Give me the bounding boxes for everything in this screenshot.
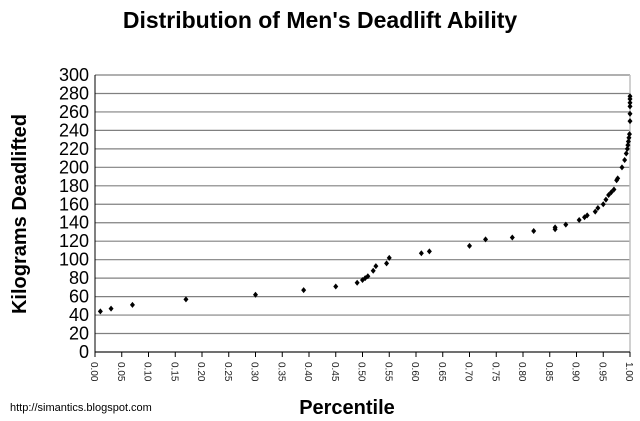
data-point: [627, 118, 633, 125]
data-point: [627, 103, 633, 110]
data-point: [129, 301, 135, 308]
data-point: [627, 110, 633, 117]
data-point: [365, 273, 371, 280]
y-tick-label: 60: [69, 287, 89, 307]
data-point: [370, 267, 376, 274]
data-point: [531, 228, 537, 235]
x-tick-label: 0.65: [436, 362, 447, 382]
data-point: [623, 150, 629, 157]
data-point: [625, 142, 631, 149]
data-point: [619, 164, 625, 171]
y-tick-label: 280: [59, 83, 89, 103]
x-tick-label: 0.25: [222, 362, 233, 382]
x-tick-label: 0.20: [195, 362, 206, 382]
y-tick-label: 80: [69, 268, 89, 288]
y-tick-label: 180: [59, 176, 89, 196]
data-point: [622, 156, 628, 163]
y-tick-label: 40: [69, 305, 89, 325]
data-point: [595, 204, 601, 211]
data-point: [563, 221, 569, 228]
x-tick-label: 0.75: [489, 362, 500, 382]
data-point: [384, 260, 390, 267]
x-tick-label: 0.45: [329, 362, 340, 382]
y-tick-label: 100: [59, 250, 89, 270]
x-tick-label: 0.85: [543, 362, 554, 382]
y-tick-label: 0: [79, 342, 89, 362]
data-point: [600, 201, 606, 208]
x-axis-label: Percentile: [299, 397, 395, 419]
data-point: [483, 236, 489, 243]
data-point: [183, 296, 189, 303]
source-url: http://simantics.blogspot.com: [10, 402, 152, 414]
data-point: [333, 283, 339, 290]
data-point: [603, 196, 609, 203]
y-tick-label: 120: [59, 231, 89, 251]
data-point: [418, 250, 424, 257]
x-tick-label: 0.30: [249, 362, 260, 382]
data-point: [615, 175, 621, 182]
data-point: [509, 234, 515, 241]
x-tick-label: 0.05: [115, 362, 126, 382]
y-tick-label: 220: [59, 139, 89, 159]
x-tick-label: 0.10: [142, 362, 153, 382]
data-point: [108, 305, 114, 312]
x-tick-label: 1.00: [623, 362, 634, 382]
y-tick-label: 140: [59, 213, 89, 233]
data-point: [253, 291, 258, 298]
data-point: [576, 216, 582, 223]
data-point: [627, 99, 633, 106]
x-tick-label: 0.70: [463, 362, 474, 382]
data-point: [624, 145, 630, 152]
data-point: [354, 279, 360, 286]
chart-title: Distribution of Men's Deadlift Ability: [123, 7, 518, 33]
data-point: [426, 248, 432, 255]
data-point: [592, 208, 598, 215]
x-tick-label: 0.60: [409, 362, 420, 382]
data-point: [97, 308, 103, 315]
x-tick-label: 0.35: [275, 362, 286, 382]
data-point: [373, 263, 379, 270]
x-tick-label: 0.50: [356, 362, 367, 382]
y-tick-label: 300: [59, 65, 89, 85]
y-tick-label: 240: [59, 120, 89, 140]
data-point: [625, 138, 631, 145]
x-tick-label: 0.95: [596, 362, 607, 382]
x-tick-label: 0.00: [88, 362, 99, 382]
data-point: [626, 134, 632, 141]
data-point: [584, 212, 590, 219]
x-tick-label: 0.40: [302, 362, 313, 382]
data-point: [626, 131, 632, 138]
y-tick-label: 260: [59, 102, 89, 122]
x-tick-label: 0.15: [168, 362, 179, 382]
x-tick-label: 0.55: [382, 362, 393, 382]
x-tick-label: 0.80: [516, 362, 527, 382]
y-tick-label: 200: [59, 157, 89, 177]
y-tick-label: 160: [59, 194, 89, 214]
data-point: [386, 254, 392, 261]
x-tick-label: 0.90: [570, 362, 581, 382]
data-point: [611, 186, 617, 193]
data-point: [467, 242, 472, 249]
data-point: [627, 93, 633, 100]
y-axis-label: Kilograms Deadlifted: [9, 114, 31, 314]
data-point: [301, 287, 307, 294]
data-point: [552, 224, 558, 231]
y-tick-label: 20: [69, 324, 89, 344]
